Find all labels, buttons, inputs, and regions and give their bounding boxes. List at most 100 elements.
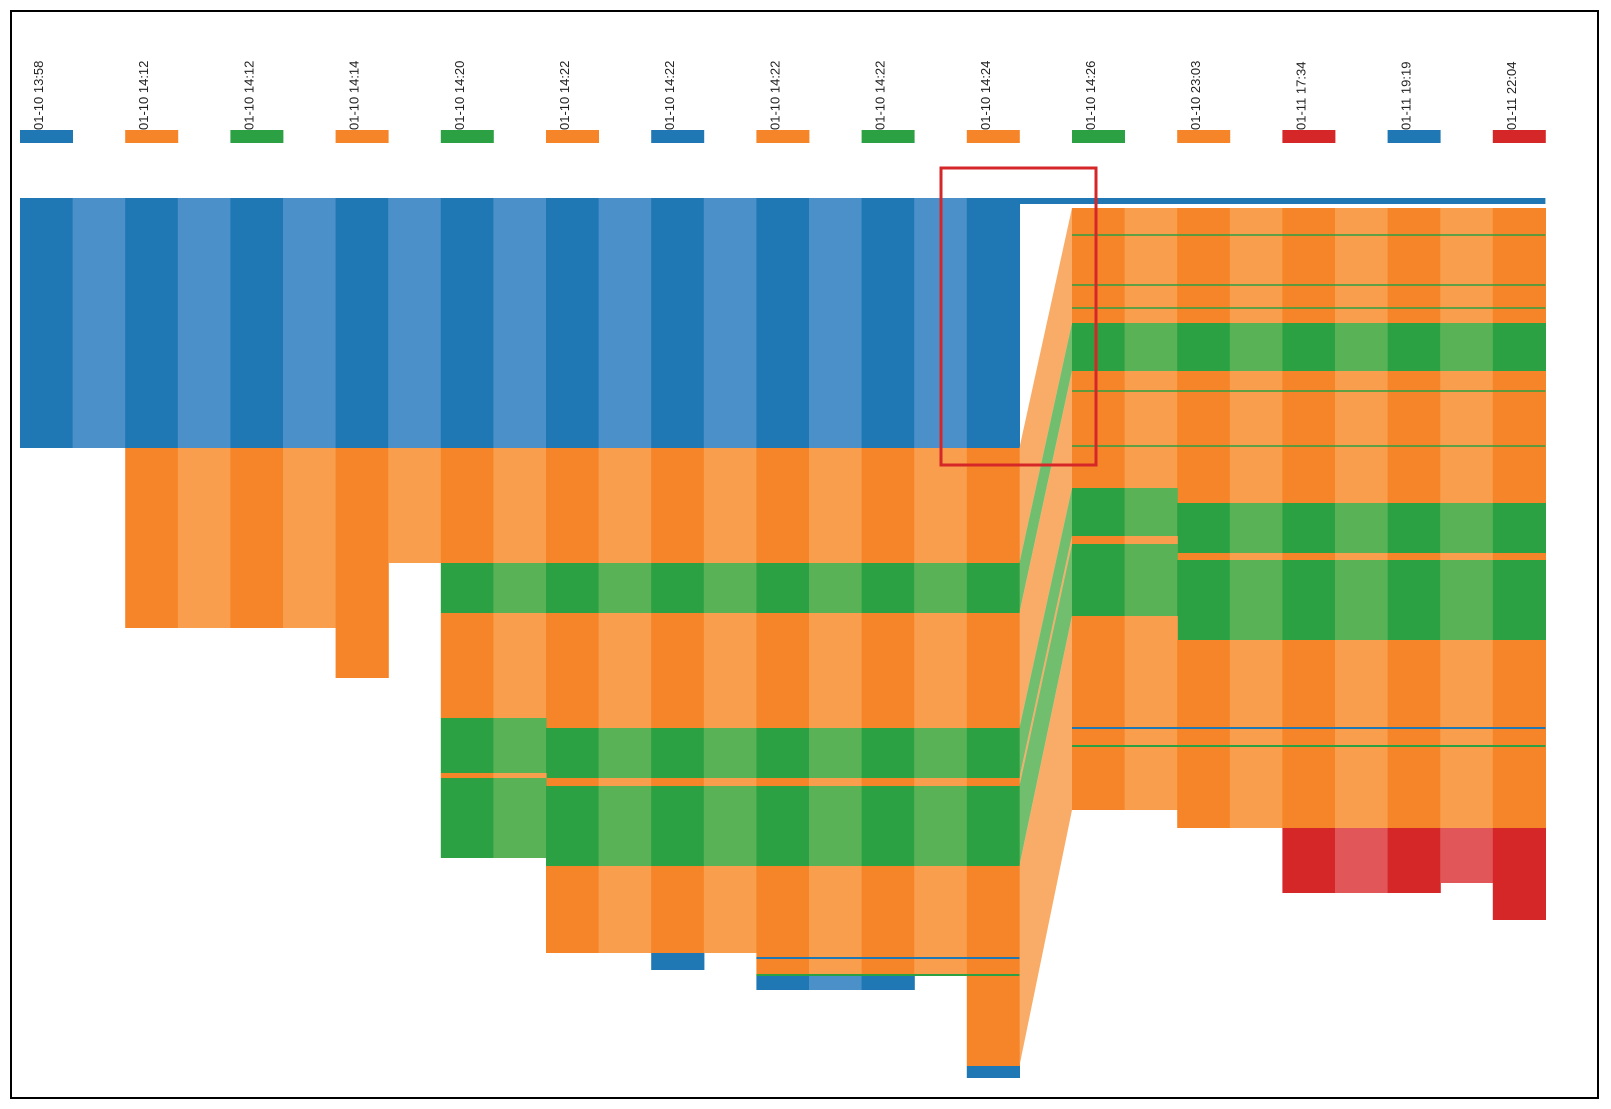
right-band-green-slice: [1440, 560, 1494, 640]
left-band-green-slice: [966, 728, 1020, 778]
left-band-green-slice: [756, 728, 810, 778]
left-band-orange-slice: [809, 778, 863, 786]
left-band-green-slice: [493, 563, 547, 613]
right-band-orange-slice: [1440, 553, 1494, 560]
tick-label: 01-10 14:26: [1083, 61, 1098, 130]
right-band-green-slice: [1335, 503, 1389, 553]
left-band-blue-slice: [809, 198, 863, 448]
x-axis-ticks: 01-10 13:58 01-10 14:12 01-10 14:12 01-10 1…: [20, 61, 1546, 143]
left-band-green-slice: [756, 786, 810, 866]
left-band-green-slice: [493, 718, 547, 773]
left-band-green-slice: [651, 563, 705, 613]
right-band-red-slice: [1387, 828, 1441, 893]
right-band-green-slice: [1124, 544, 1178, 616]
overlay-layer: [756, 166, 1546, 976]
left-band-blue-slice: [493, 198, 547, 448]
right-band-orange-slice: [1440, 371, 1494, 503]
left-band-green-slice: [756, 563, 810, 613]
left-band-green-slice: [914, 563, 968, 613]
left-band-green-slice: [546, 786, 600, 866]
tick-label: 01-10 23:03: [1188, 61, 1203, 130]
left-band-blue-slice: [230, 198, 284, 448]
left-band-orange-slice: [809, 613, 863, 728]
right-band-green-slice: [1177, 503, 1231, 553]
right-band-orange-slice: [1124, 208, 1178, 323]
left-band-orange-slice: [177, 563, 231, 628]
chart-frame: 01-10 13:58 01-10 14:12 01-10 14:12 01-10 1…: [10, 10, 1599, 1099]
left-band-green-slice: [861, 728, 915, 778]
flow-orange: [1019, 208, 1072, 563]
left-band-green-slice: [809, 563, 863, 613]
left-band-orange-slice: [493, 448, 547, 563]
left-band-green-slice: [914, 786, 968, 866]
right-band-green-slice: [1229, 503, 1283, 553]
flow-orange: [1019, 536, 1072, 786]
flow-orange: [1019, 371, 1072, 728]
left-band-orange-slice: [546, 448, 600, 563]
right-band-orange-slice: [1177, 553, 1231, 560]
tick-label: 01-10 14:22: [767, 61, 782, 130]
left-band-orange-slice: [546, 866, 600, 953]
right-band-orange-slice: [1229, 553, 1283, 560]
left-band-orange-slice: [966, 976, 1020, 1066]
flow-orange: [1019, 616, 1072, 1066]
tick-color-marker: [125, 130, 179, 143]
left-band-orange-slice: [914, 778, 968, 786]
left-band-blue-slice: [861, 976, 915, 990]
right-band-green-slice: [1387, 323, 1441, 371]
left-band-orange-slice: [756, 448, 810, 563]
left-band-orange-slice: [440, 448, 494, 563]
left-band-orange-slice: [703, 613, 757, 728]
right-band-orange-slice: [1282, 371, 1336, 503]
left-band-orange-slice: [861, 866, 915, 953]
right-band-green-slice: [1440, 323, 1494, 371]
tick-color-marker: [230, 130, 284, 143]
right-band-orange-slice: [1229, 640, 1283, 828]
left-band-blue-slice: [809, 976, 863, 990]
right-band-red-slice: [1335, 828, 1389, 893]
right-band-orange-slice: [1177, 208, 1231, 323]
left-band-orange-slice: [230, 448, 284, 563]
left-band-blue-slice: [72, 198, 126, 448]
left-band-green-slice: [861, 786, 915, 866]
left-band-orange-slice: [440, 613, 494, 718]
left-band-green-slice: [598, 563, 652, 613]
left-band-green-slice: [966, 563, 1020, 613]
tick-label: 01-11 22:04: [1504, 62, 1519, 130]
left-band-orange-slice: [809, 448, 863, 563]
left-band-green-slice: [493, 778, 547, 858]
flow-green: [1019, 323, 1072, 613]
left-band-blue-slice: [388, 198, 442, 448]
right-band-orange-slice: [1124, 536, 1178, 544]
right-band-green-slice: [1072, 488, 1126, 536]
flow-bands: [20, 198, 1546, 1078]
left-band-blue-slice: [125, 198, 179, 448]
tick-color-marker: [1072, 130, 1125, 143]
left-band-orange-slice: [966, 448, 1020, 563]
left-band-orange-slice: [283, 563, 337, 628]
right-band-orange-slice: [1072, 208, 1126, 323]
left-band-green-slice: [703, 728, 757, 778]
left-band-orange-slice: [966, 866, 1020, 953]
flow-blue-strip: [1019, 198, 1546, 204]
left-band-orange-slice: [914, 613, 968, 728]
left-band-orange-slice: [809, 953, 863, 976]
left-band-orange-slice: [756, 953, 810, 976]
left-band-orange-slice: [546, 613, 600, 728]
right-band-green-slice: [1072, 323, 1126, 371]
right-band-orange-slice: [1492, 371, 1546, 503]
tick-label: 01-10 14:14: [347, 61, 362, 130]
left-band-orange-slice: [651, 866, 705, 953]
left-band-orange-slice: [335, 448, 389, 563]
right-band-orange-slice: [1124, 616, 1178, 810]
left-band-blue-slice: [335, 198, 389, 448]
tick-label: 01-10 14:22: [873, 61, 888, 130]
left-band-orange-slice: [335, 563, 389, 678]
left-band-green-slice: [703, 563, 757, 613]
right-band-orange-slice: [1387, 208, 1441, 323]
right-band-green-slice: [1124, 323, 1178, 371]
right-band-orange-slice: [1282, 553, 1336, 560]
right-band-orange-slice: [1282, 208, 1336, 323]
right-band-green-slice: [1177, 323, 1231, 371]
right-band-red-slice: [1440, 828, 1494, 883]
